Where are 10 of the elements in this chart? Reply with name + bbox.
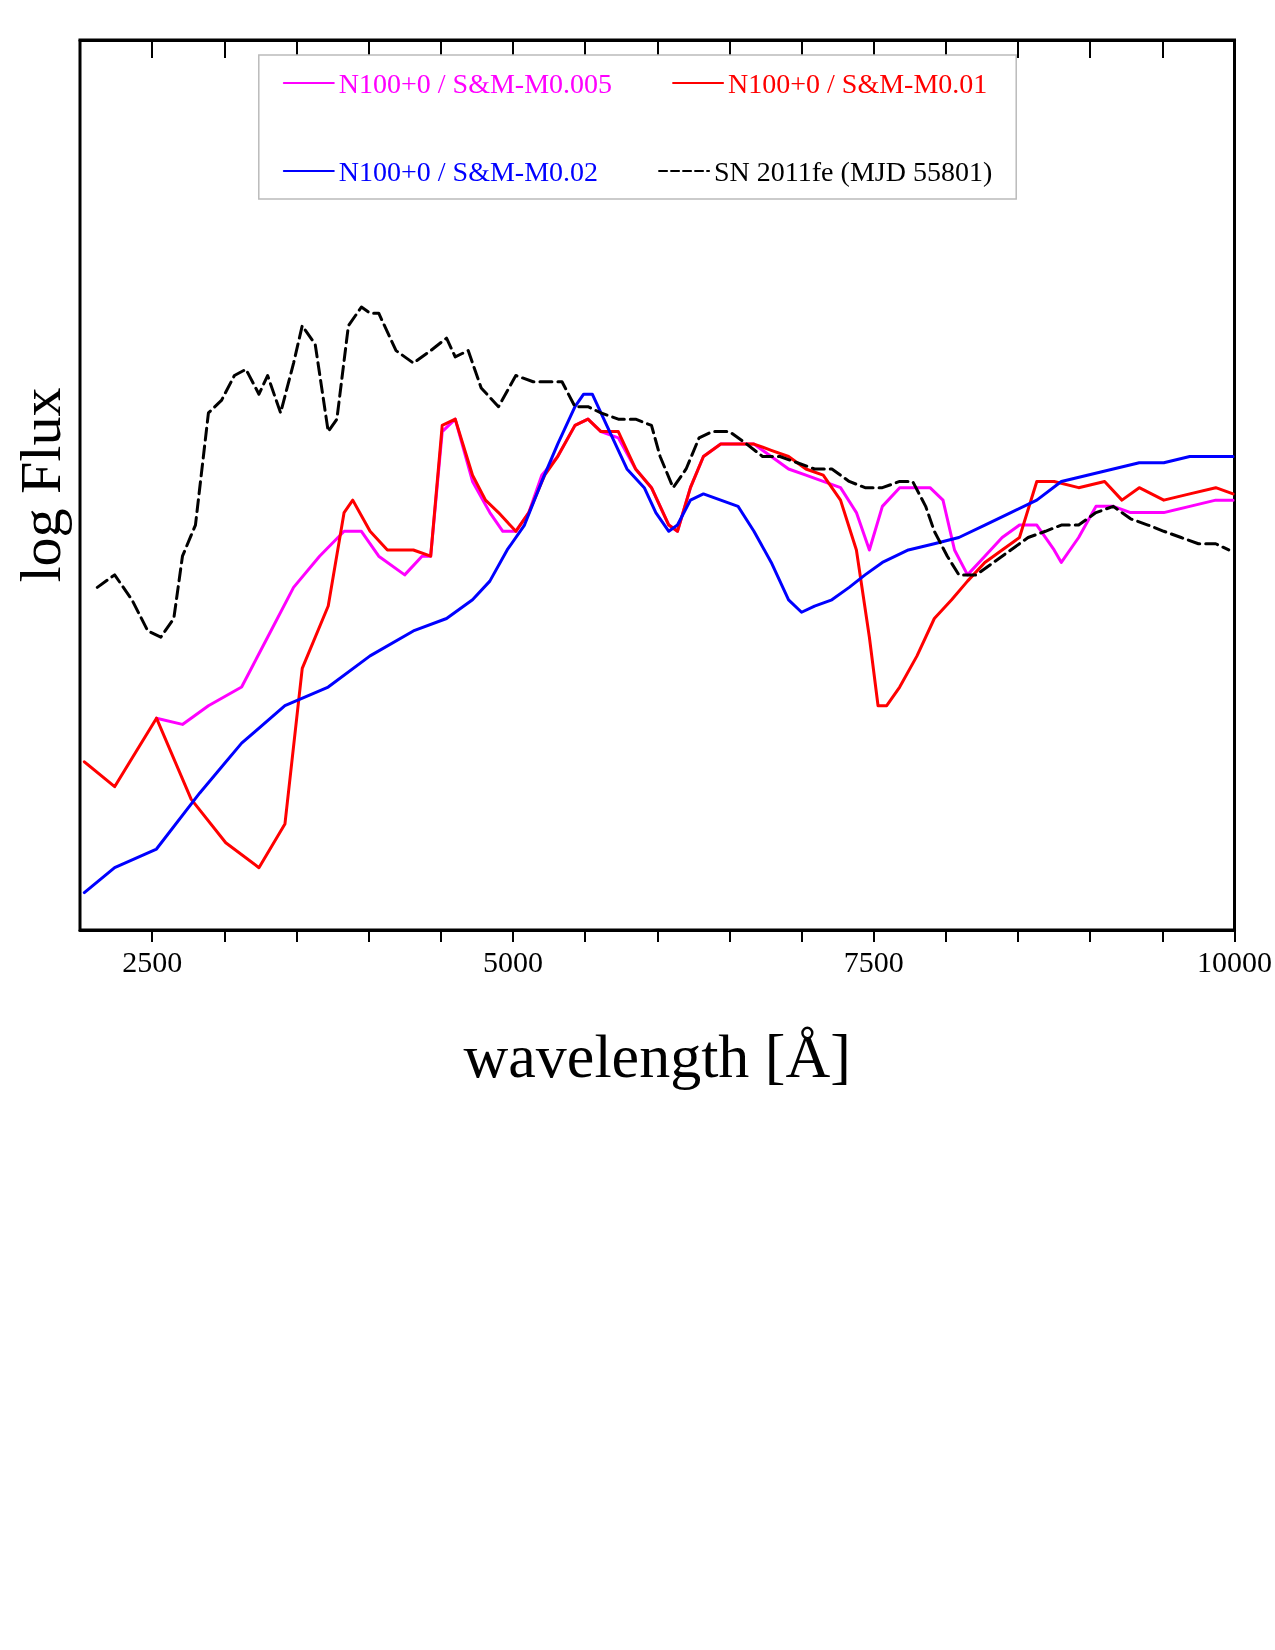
x-axis-title: wavelength [Å] bbox=[463, 1022, 851, 1090]
legend-label: N100+0 / S&M-M0.02 bbox=[338, 155, 599, 187]
x-tick-label: 5000 bbox=[482, 944, 543, 978]
x-tick-label: 2500 bbox=[122, 944, 183, 978]
x-tick-label: 7500 bbox=[843, 944, 904, 978]
legend-label: N100+0 / S&M-M0.01 bbox=[728, 67, 988, 99]
legend-label: N100+0 / S&M-M0.005 bbox=[338, 67, 613, 99]
x-tick-label: 10000 bbox=[1197, 944, 1272, 978]
y-axis-title: log Flux bbox=[7, 387, 73, 583]
legend-label: SN 2011fe (MJD 55801) bbox=[714, 155, 993, 187]
